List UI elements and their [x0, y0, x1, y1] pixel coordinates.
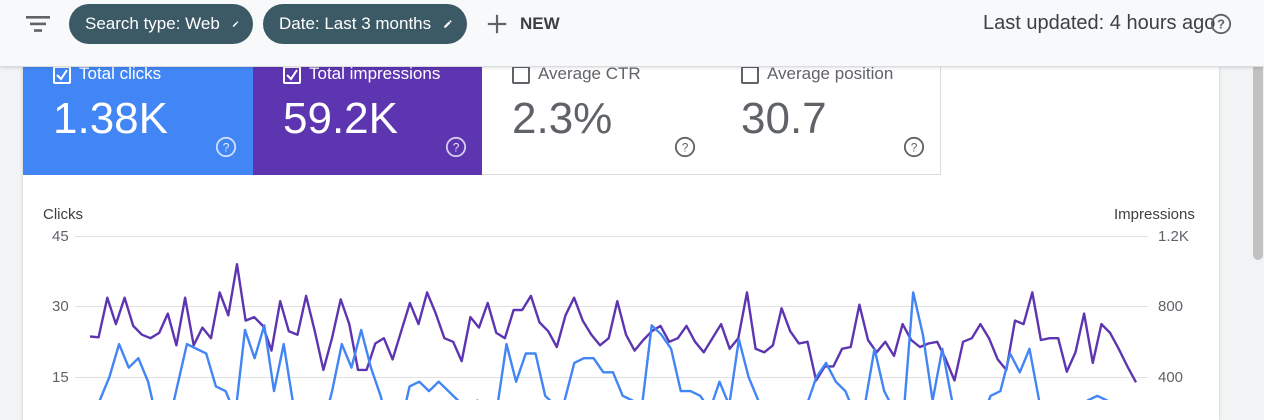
svg-text:?: ? [682, 141, 689, 155]
total-impressions-checkbox[interactable] [283, 66, 301, 84]
total-impressions-label: Total impressions [309, 64, 441, 83]
average-ctr-value: 2.3% [512, 94, 613, 143]
edit-pencil-icon [232, 21, 239, 27]
average-position-label: Average position [767, 64, 894, 83]
search-type-chip[interactable]: Search type: Web [69, 4, 253, 44]
last-updated-text: Last updated: 4 hours ago [983, 12, 1216, 34]
scrollbar-thumb[interactable] [1253, 60, 1263, 260]
left-tick-label: 30 [52, 298, 69, 315]
average-position-value: 30.7 [741, 94, 827, 143]
right-tick-label: 400 [1158, 369, 1184, 386]
gridline [75, 236, 1148, 237]
right-tick-label: 800 [1158, 298, 1184, 315]
total-clicks-value: 1.38K [53, 94, 168, 143]
svg-text:?: ? [453, 141, 460, 155]
performance-chart[interactable] [0, 0, 1264, 400]
series-line-total-impressions [89, 263, 1138, 383]
gridline [75, 377, 1148, 378]
svg-text:?: ? [1217, 17, 1225, 32]
date-range-chip-label: Date: Last 3 months [279, 14, 432, 33]
svg-text:?: ? [223, 141, 230, 155]
help-circle-icon[interactable]: ? [445, 136, 467, 158]
right-axis-title: Impressions [1114, 206, 1195, 223]
average-position-checkbox[interactable] [741, 66, 759, 84]
left-axis-title: Clicks [43, 206, 83, 223]
help-circle-icon[interactable]: ? [674, 136, 696, 158]
plus-icon [487, 14, 507, 34]
left-tick-label: 15 [52, 369, 69, 386]
gridline [75, 306, 1148, 307]
new-filter-button[interactable]: NEW [486, 6, 560, 42]
left-tick-label: 45 [52, 228, 69, 245]
filter-list-icon[interactable] [22, 10, 54, 38]
right-tick-label: 1.2K [1158, 228, 1189, 245]
help-circle-icon[interactable]: ? [1210, 13, 1232, 35]
edit-pencil-icon [444, 20, 452, 28]
total-clicks-label: Total clicks [79, 64, 162, 83]
metric-total-clicks[interactable]: Total clicks 1.38K ? [23, 40, 253, 175]
svg-text:?: ? [911, 141, 918, 155]
average-ctr-checkbox[interactable] [512, 66, 530, 84]
date-range-chip[interactable]: Date: Last 3 months [263, 4, 467, 44]
total-impressions-value: 59.2K [283, 94, 398, 143]
total-clicks-checkbox[interactable] [53, 66, 71, 84]
new-filter-label: NEW [520, 14, 560, 33]
search-type-chip-label: Search type: Web [85, 14, 220, 33]
series-line-total-clicks [97, 291, 1108, 400]
help-circle-icon[interactable]: ? [215, 136, 237, 158]
toolbar: Search type: Web Date: Last 3 months NEW… [0, 0, 1264, 67]
average-ctr-label: Average CTR [538, 64, 641, 83]
help-circle-icon[interactable]: ? [903, 136, 925, 158]
